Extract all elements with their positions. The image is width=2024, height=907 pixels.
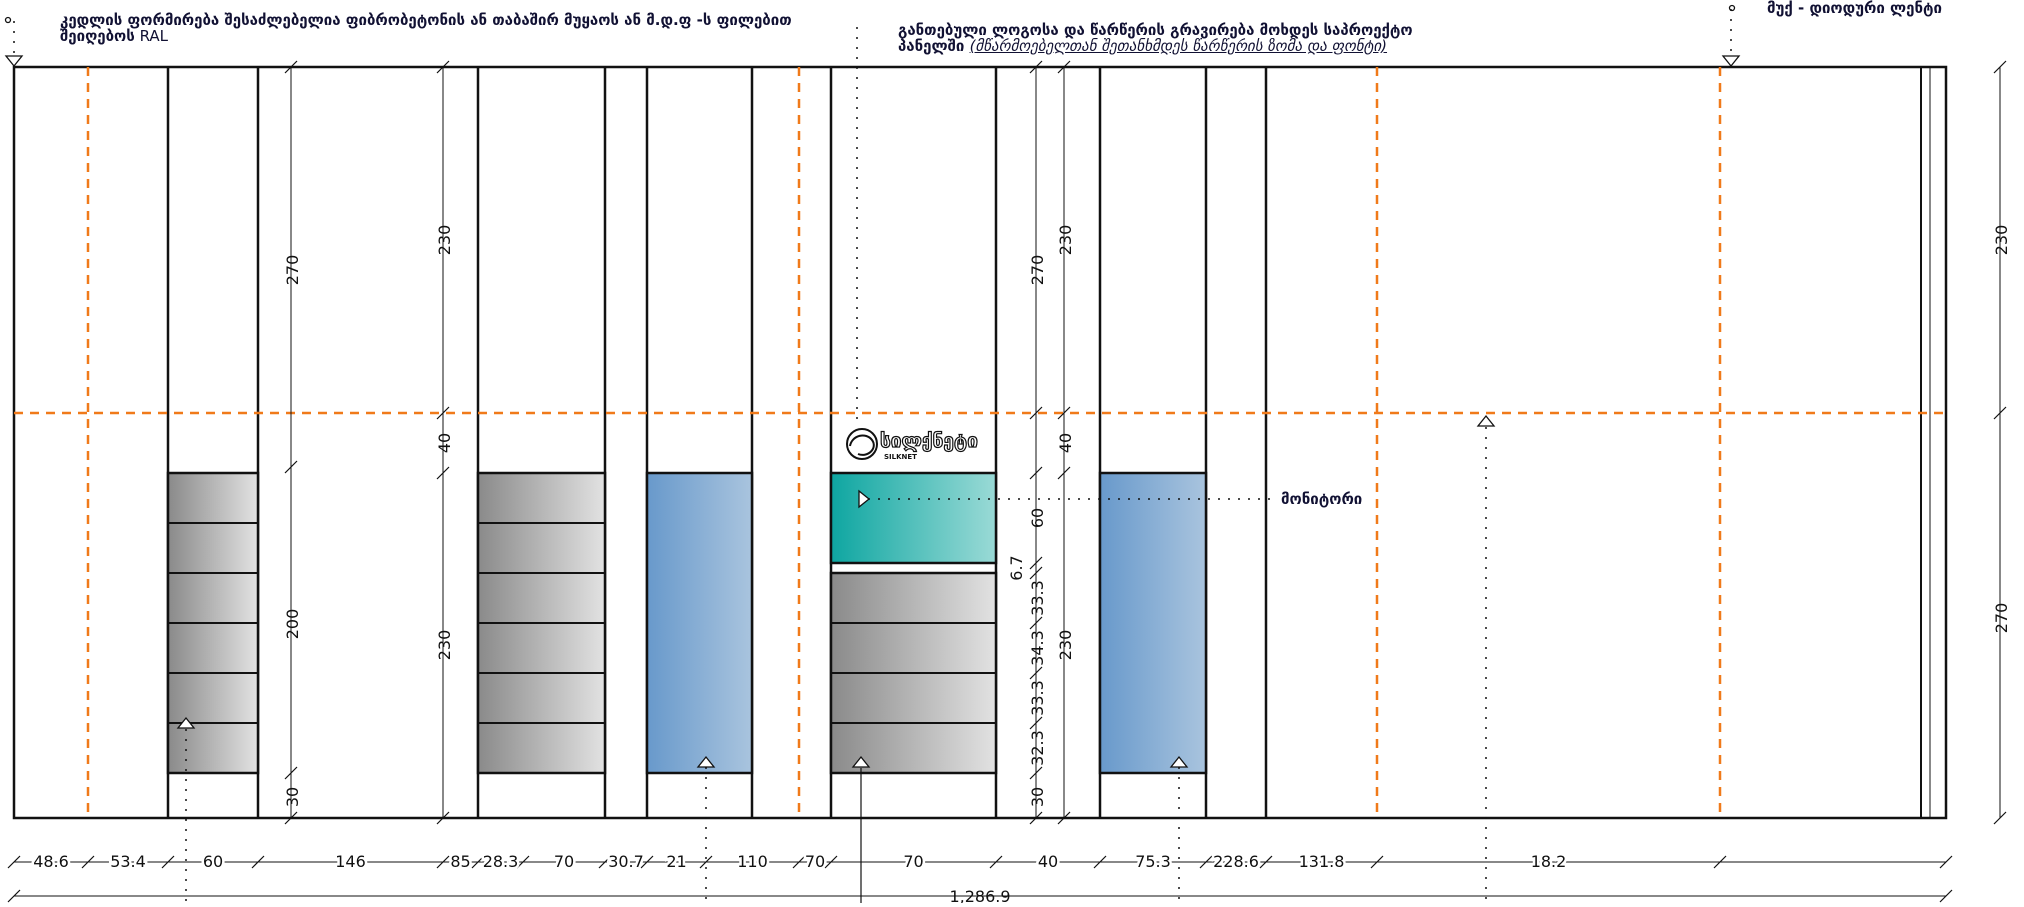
bottom-dim-label: 228.6	[1213, 852, 1259, 871]
bottom-dim-label: 40	[1038, 852, 1058, 871]
bottom-dim-label: 53.4	[110, 852, 146, 871]
bottom-dim-tick	[436, 855, 450, 869]
bottom-dim-tick	[640, 855, 654, 869]
dim-col2-40: 40	[435, 433, 454, 453]
dim-mid-60: 60	[1028, 508, 1047, 528]
dim-mid-230b: 230	[1056, 630, 1075, 661]
bottom-dim-label: 21	[666, 852, 686, 871]
dim-left-30: 30	[283, 787, 302, 807]
niche-blue-1	[645, 471, 754, 775]
dim-mid-33-3b: 33.3	[1028, 680, 1047, 716]
monitor-callout: მონიტორი	[1281, 490, 1363, 508]
bottom-dim-tick	[1939, 855, 1953, 869]
bottom-dim-tick	[598, 855, 612, 869]
total-dim-tick	[7, 889, 21, 903]
bottom-dim-label: 30.7	[608, 852, 644, 871]
bottom-dim-label: 70	[805, 852, 825, 871]
bottom-dim-tick	[1370, 855, 1384, 869]
dim-mid-270: 270	[1028, 255, 1047, 286]
bottom-dim-label: 70	[903, 852, 923, 871]
bottom-dim-tick	[792, 855, 806, 869]
niche-teal-grey	[829, 471, 998, 775]
logo-sub: SILKNET	[884, 453, 917, 461]
logo-panel-callout-note: (მწარმოებელთან შეთანხმდეს წარწერის ზომა …	[969, 37, 1388, 55]
leader-markers	[4, 55, 1741, 768]
bottom-dim-label: 85	[450, 852, 470, 871]
bottom-dim-label: 18.2	[1531, 852, 1567, 871]
dim-mid-33-3a: 33.3	[1028, 580, 1047, 616]
bottom-dim-label: 131.8	[1299, 852, 1345, 871]
wall-callout-line1: კედლის ფორმირება შესაძლებელია ფიბრობეტონ…	[60, 11, 792, 29]
bottom-dim-tick	[1259, 855, 1273, 869]
bottom-dim-label: 110	[737, 852, 768, 871]
bottom-dim-tick	[989, 855, 1003, 869]
dim-mid-230a: 230	[1056, 225, 1075, 256]
bottom-dim-tick	[1713, 855, 1727, 869]
bottom-dim-tick	[251, 855, 265, 869]
dim-total: 1,286.9	[949, 887, 1010, 903]
bottom-dim-label: 60	[203, 852, 223, 871]
bottom-dim-tick	[699, 855, 713, 869]
logo-panel-callout-panel: პანელში	[898, 37, 965, 55]
bottom-dim-tick	[81, 855, 95, 869]
bottom-dim-label: 75.3	[1135, 852, 1171, 871]
dim-right-230: 230	[1992, 225, 2011, 256]
dim-mid-6-7: 6.7	[1007, 555, 1026, 580]
wall-callout-ral: RAL	[134, 27, 168, 45]
guide-lines	[14, 67, 1946, 818]
led-strip-callout: მუქ - დიოდური ლენტი	[1767, 0, 1942, 17]
bottom-dim-tick	[516, 855, 530, 869]
logo-panel-callout-line1: განთებული ლოგოსა და წარწერის გრავირება მ…	[898, 21, 1413, 39]
bottom-dim-tick	[824, 855, 838, 869]
logo-panel-callout-line2: პანელში (მწარმოებელთან შეთანხმდეს წარწერ…	[898, 38, 1413, 54]
niche-blue-2	[1098, 471, 1208, 775]
leader-lines	[13, 9, 1732, 904]
logo-panel-callout: განთებული ლოგოსა და წარწერის გრავირება მ…	[898, 22, 1413, 54]
dim-left-200: 200	[283, 609, 302, 640]
vertical-dimension-labels: 270 200 30 230 40 230 270 40 60 6.7 33.3…	[283, 225, 2011, 807]
wall-frame	[12, 65, 1948, 820]
vertical-dimensions	[290, 67, 2001, 818]
bottom-dimension-chain	[14, 861, 1946, 897]
wall-callout-line2: შეიღებოს RAL	[60, 28, 792, 44]
bottom-dim-tick	[7, 855, 21, 869]
niche-grey-2	[476, 471, 607, 775]
bottom-dim-tick	[1199, 855, 1213, 869]
dim-mid-30: 30	[1028, 787, 1047, 807]
total-dim-tick	[1939, 889, 1953, 903]
dim-col2-230: 230	[435, 225, 454, 256]
dim-mid-32-3: 32.3	[1028, 730, 1047, 766]
dim-mid-40: 40	[1056, 433, 1075, 453]
bottom-dim-tick	[471, 855, 485, 869]
bottom-dim-tick	[1093, 855, 1107, 869]
bottom-dim-label: 28.3	[483, 852, 519, 871]
wall-callout: კედლის ფორმირება შესაძლებელია ფიბრობეტონ…	[60, 12, 792, 44]
silknet-logo: სილქნეტი SILKNET	[846, 428, 979, 461]
bottom-dim-label: 146	[335, 852, 366, 871]
dim-col2-230b: 230	[435, 630, 454, 661]
dim-mid-34-3: 34.3	[1028, 630, 1047, 666]
dim-left-270: 270	[283, 255, 302, 286]
bottom-dim-label: 70	[554, 852, 574, 871]
logo-name: სილქნეტი	[880, 430, 978, 452]
dim-right-270: 270	[1992, 603, 2011, 634]
bottom-dim-tick	[161, 855, 175, 869]
wall-callout-paint: შეიღებოს	[60, 27, 135, 45]
bottom-dim-label: 48.6	[33, 852, 69, 871]
